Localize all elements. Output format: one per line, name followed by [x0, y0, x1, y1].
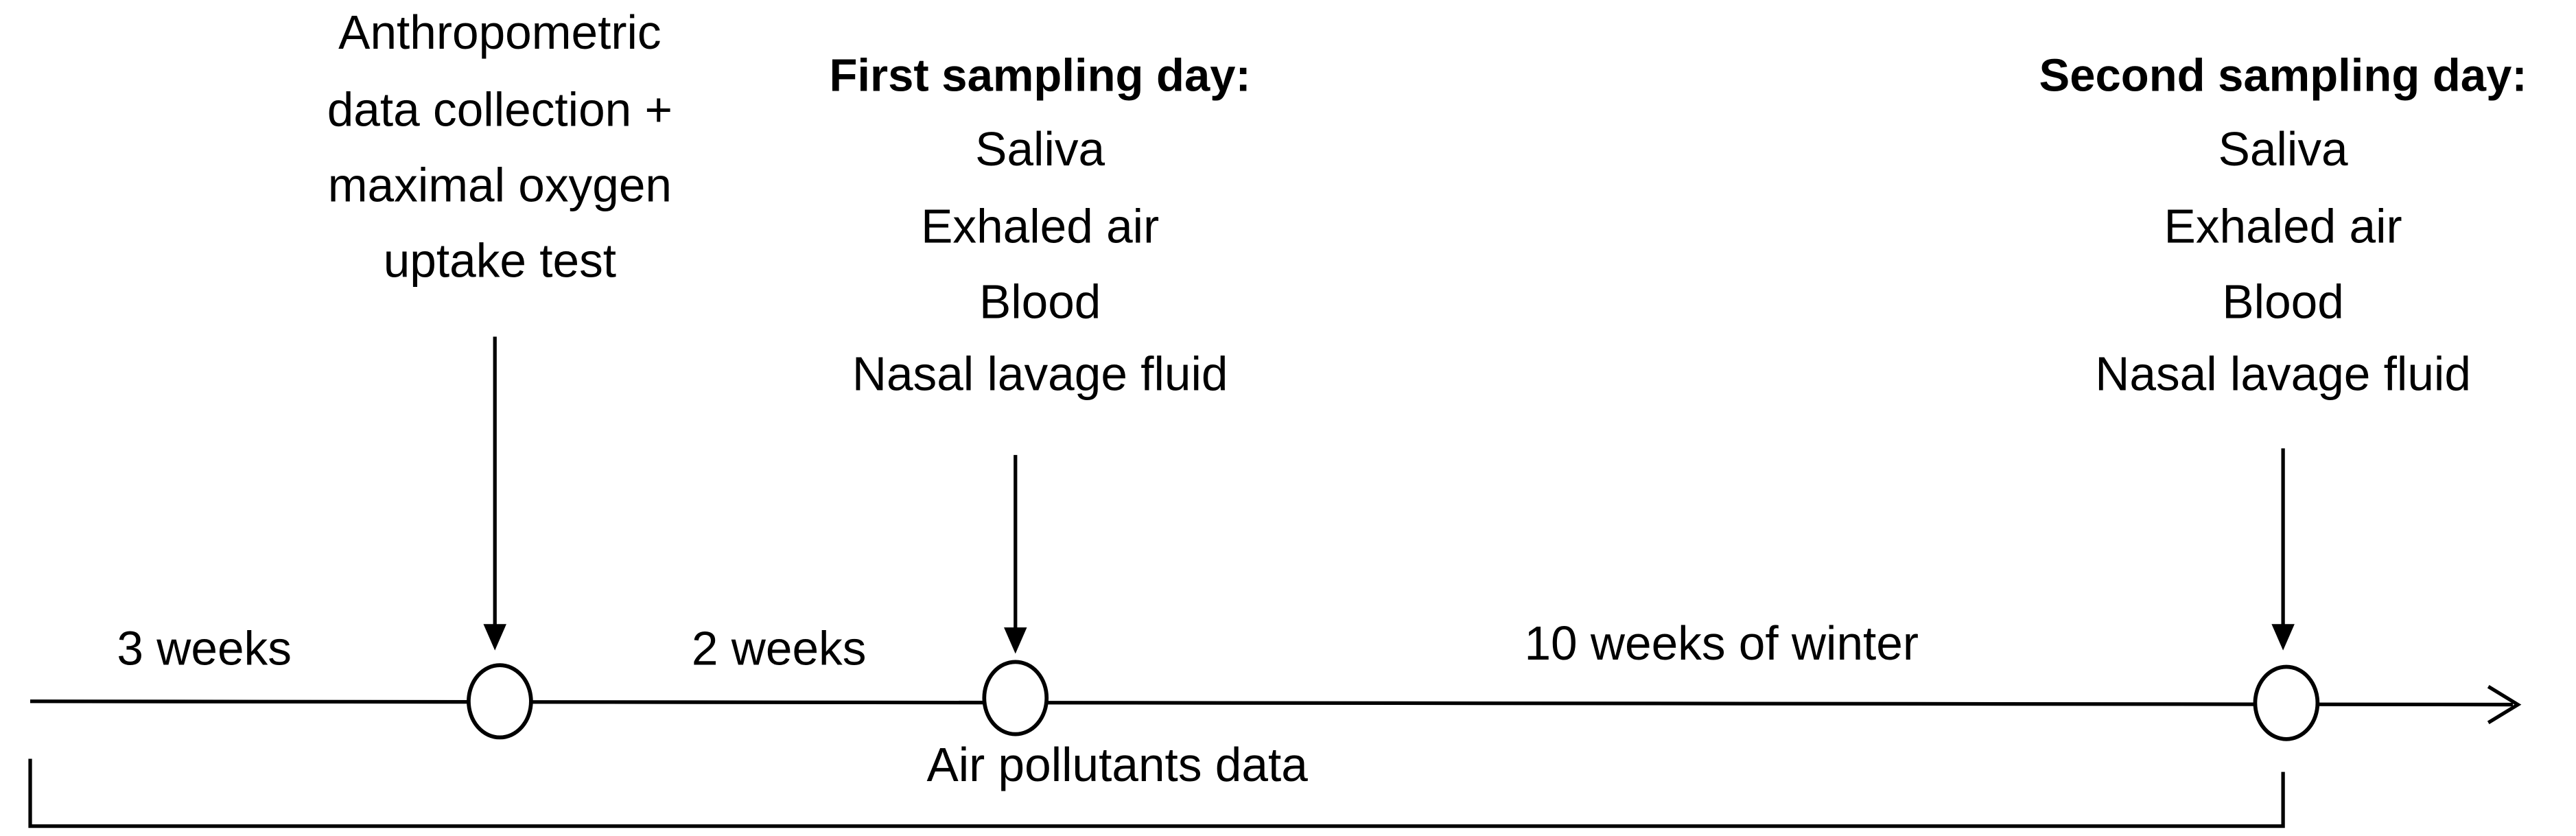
timeline-axis [30, 699, 2514, 707]
bracket-label: Air pollutants data [926, 738, 1308, 791]
interval-label: 10 weeks of winter [1524, 616, 1919, 670]
event-text: Saliva [2218, 122, 2348, 176]
event-text: maximal oxygen [328, 159, 672, 212]
event-text: Nasal lavage fluid [2095, 347, 2471, 401]
interval-label: 2 weeks [692, 621, 867, 675]
event-text: Blood [979, 275, 1101, 328]
event-arrowhead [483, 624, 506, 651]
event-text: Anthropometric [338, 5, 661, 59]
event-text: Saliva [975, 122, 1105, 176]
event-heading: First sampling day: [830, 50, 1251, 102]
bracket [28, 758, 2285, 828]
event-text: Exhaled air [2164, 199, 2402, 253]
event-arrowhead [1004, 627, 1027, 654]
event-text: data collection + [327, 82, 672, 136]
event-node [467, 663, 533, 740]
event-heading: Second sampling day: [2039, 50, 2527, 102]
event-text: Nasal lavage fluid [852, 347, 1228, 401]
event-text: uptake test [384, 234, 616, 288]
event-arrowhead [2271, 624, 2295, 651]
event-node [982, 660, 1049, 736]
timeline-arrowhead [2487, 684, 2522, 725]
event-text: Exhaled air [921, 199, 1159, 253]
event-text: Blood [2222, 275, 2343, 328]
event-node [2253, 664, 2320, 741]
interval-label: 3 weeks [117, 621, 291, 675]
